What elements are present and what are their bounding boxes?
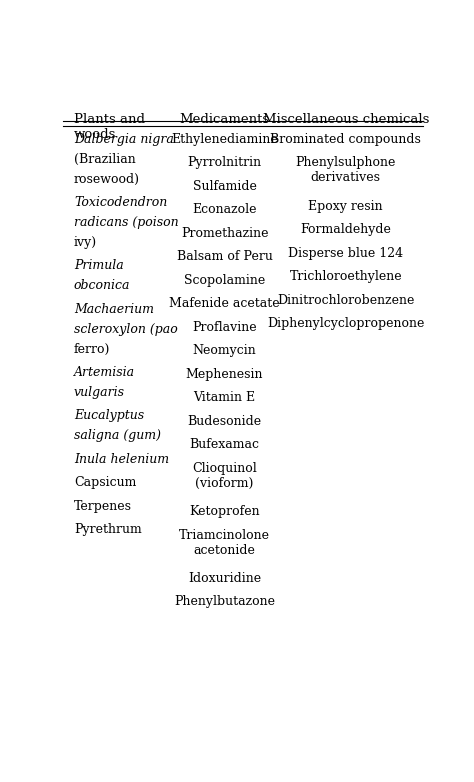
Text: Machaerium: Machaerium: [74, 303, 154, 316]
Text: Pyrethrum: Pyrethrum: [74, 523, 142, 536]
Text: vulgaris: vulgaris: [74, 386, 125, 399]
Text: Primula: Primula: [74, 260, 124, 272]
Text: Brominated compounds: Brominated compounds: [270, 133, 421, 146]
Text: scleroxylon (pao: scleroxylon (pao: [74, 323, 178, 335]
Text: Econazole: Econazole: [192, 203, 257, 217]
Text: ivy): ivy): [74, 236, 97, 249]
Text: Ketoprofen: Ketoprofen: [189, 505, 260, 518]
Text: Ethylenediamine: Ethylenediamine: [171, 133, 278, 146]
Text: Proflavine: Proflavine: [192, 321, 257, 334]
Text: Diphenylcyclopropenone: Diphenylcyclopropenone: [267, 317, 425, 330]
Text: Artemisia: Artemisia: [74, 366, 135, 379]
Text: Trichloroethylene: Trichloroethylene: [290, 271, 402, 283]
Text: Triamcinolone
acetonide: Triamcinolone acetonide: [179, 529, 270, 557]
Text: Budesonide: Budesonide: [188, 414, 262, 428]
Text: (Brazilian: (Brazilian: [74, 152, 136, 166]
Text: Vitamin E: Vitamin E: [193, 391, 255, 404]
Text: Medicaments: Medicaments: [180, 113, 270, 126]
Text: Scopolamine: Scopolamine: [184, 274, 265, 287]
Text: Toxicodendron: Toxicodendron: [74, 196, 167, 210]
Text: Dinitrochlorobenzene: Dinitrochlorobenzene: [277, 294, 414, 307]
Text: Clioquinol
(vioform): Clioquinol (vioform): [192, 461, 257, 490]
Text: Neomycin: Neomycin: [193, 344, 256, 357]
Text: Disperse blue 124: Disperse blue 124: [288, 247, 403, 260]
Text: radicans (poison: radicans (poison: [74, 216, 179, 229]
Text: Mephenesin: Mephenesin: [186, 368, 264, 381]
Text: Dalbergia nigra: Dalbergia nigra: [74, 133, 174, 146]
Text: Sulfamide: Sulfamide: [192, 180, 256, 193]
Text: Pyrrolnitrin: Pyrrolnitrin: [188, 156, 262, 170]
Text: Mafenide acetate: Mafenide acetate: [169, 297, 280, 310]
Text: Miscellaneous chemicals: Miscellaneous chemicals: [263, 113, 429, 126]
Text: Eucalyptus: Eucalyptus: [74, 409, 144, 422]
Text: Promethazine: Promethazine: [181, 227, 268, 240]
Text: obconica: obconica: [74, 279, 130, 292]
Text: Balsam of Peru: Balsam of Peru: [177, 250, 273, 264]
Text: ferro): ferro): [74, 343, 110, 356]
Text: Epoxy resin: Epoxy resin: [309, 200, 383, 213]
Text: rosewood): rosewood): [74, 173, 140, 185]
Text: Capsicum: Capsicum: [74, 476, 137, 490]
Text: Formaldehyde: Formaldehyde: [301, 224, 391, 236]
Text: Phenylbutazone: Phenylbutazone: [174, 595, 275, 608]
Text: Plants and
woods: Plants and woods: [74, 113, 145, 141]
Text: Idoxuridine: Idoxuridine: [188, 572, 261, 585]
Text: saligna (gum): saligna (gum): [74, 429, 161, 443]
Text: Phenylsulphone
derivatives: Phenylsulphone derivatives: [296, 156, 396, 185]
Text: Bufexamac: Bufexamac: [190, 438, 260, 451]
Text: Terpenes: Terpenes: [74, 500, 132, 513]
Text: Inula helenium: Inula helenium: [74, 453, 169, 466]
